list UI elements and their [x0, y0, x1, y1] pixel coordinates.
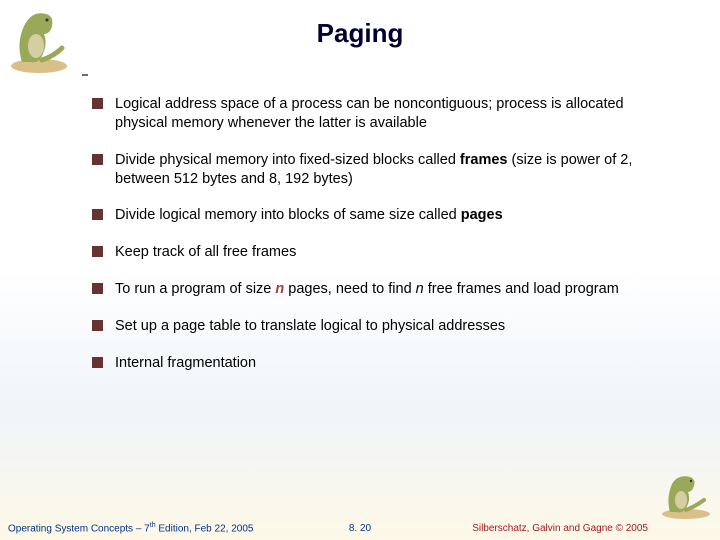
bullet-item: Keep track of all free frames — [92, 243, 660, 262]
title-underline — [82, 74, 88, 76]
dinosaur-illustration-top — [4, 4, 74, 74]
bullet-text: Set up a page table to translate logical… — [115, 317, 660, 336]
slide-footer: Operating System Concepts – 7th Edition,… — [0, 522, 720, 534]
footer-page-number: 8. 20 — [349, 523, 371, 534]
bullet-item: Divide physical memory into fixed-sized … — [92, 151, 660, 189]
dinosaur-illustration-bottom — [656, 470, 716, 520]
bullet-text: To run a program of size n pages, need t… — [115, 280, 660, 299]
bullet-marker — [92, 283, 103, 294]
bullet-text: Internal fragmentation — [115, 354, 660, 373]
bullet-text: Divide logical memory into blocks of sam… — [115, 206, 660, 225]
footer-left-text: Operating System Concepts – 7th Edition,… — [8, 522, 253, 534]
slide-title: Paging — [0, 0, 720, 55]
bullet-item: Divide logical memory into blocks of sam… — [92, 206, 660, 225]
bullet-item: To run a program of size n pages, need t… — [92, 280, 660, 299]
bullet-marker — [92, 209, 103, 220]
bullet-item: Internal fragmentation — [92, 354, 660, 373]
bullet-list: Logical address space of a process can b… — [0, 55, 720, 373]
bullet-text: Keep track of all free frames — [115, 243, 660, 262]
bullet-marker — [92, 320, 103, 331]
footer-right-text: Silberschatz, Galvin and Gagne © 2005 — [472, 523, 648, 534]
bullet-text: Logical address space of a process can b… — [115, 95, 660, 133]
bullet-text: Divide physical memory into fixed-sized … — [115, 151, 660, 189]
bullet-marker — [92, 98, 103, 109]
bullet-item: Logical address space of a process can b… — [92, 95, 660, 133]
bullet-marker — [92, 246, 103, 257]
bullet-marker — [92, 357, 103, 368]
bullet-item: Set up a page table to translate logical… — [92, 317, 660, 336]
bullet-marker — [92, 154, 103, 165]
